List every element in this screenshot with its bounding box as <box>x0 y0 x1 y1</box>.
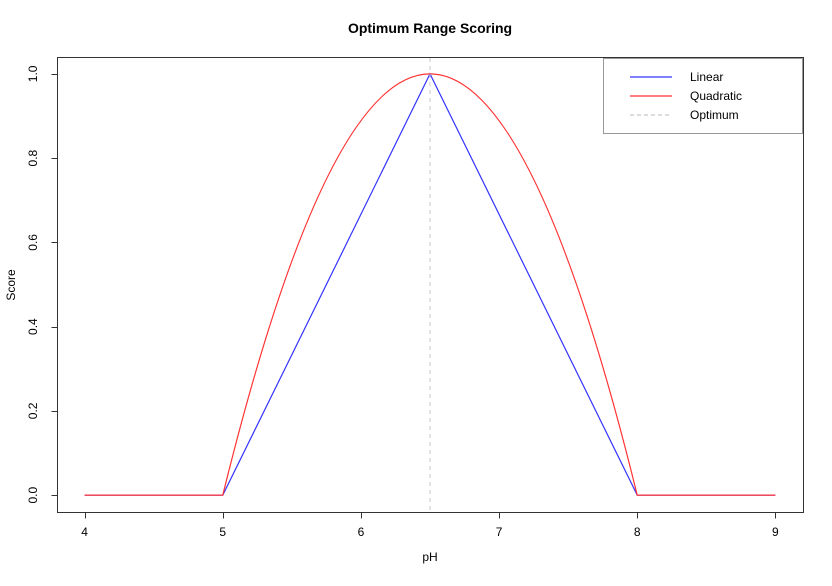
x-tick-label: 5 <box>219 525 226 539</box>
legend-label-quadratic: Quadratic <box>690 89 742 103</box>
x-axis-title: pH <box>422 550 438 564</box>
y-tick-label: 0.6 <box>26 234 40 251</box>
x-tick-label: 8 <box>634 525 641 539</box>
legend-label-optimum: Optimum <box>690 108 739 122</box>
y-tick-label: 0.8 <box>26 149 40 166</box>
y-tick-label: 0.0 <box>26 486 40 503</box>
x-tick-label: 9 <box>772 525 779 539</box>
plot-box <box>57 57 804 513</box>
chart-title: Optimum Range Scoring <box>347 20 513 36</box>
series-quadratic <box>84 73 776 496</box>
x-tick-label: 7 <box>496 525 503 539</box>
x-tick-label: 6 <box>358 525 365 539</box>
y-tick-label: 1.0 <box>26 65 40 82</box>
y-tick-label: 0.2 <box>26 402 40 419</box>
legend-label-linear: Linear <box>690 70 723 84</box>
x-tick-label: 4 <box>81 525 88 539</box>
y-tick-label: 0.4 <box>26 318 40 335</box>
